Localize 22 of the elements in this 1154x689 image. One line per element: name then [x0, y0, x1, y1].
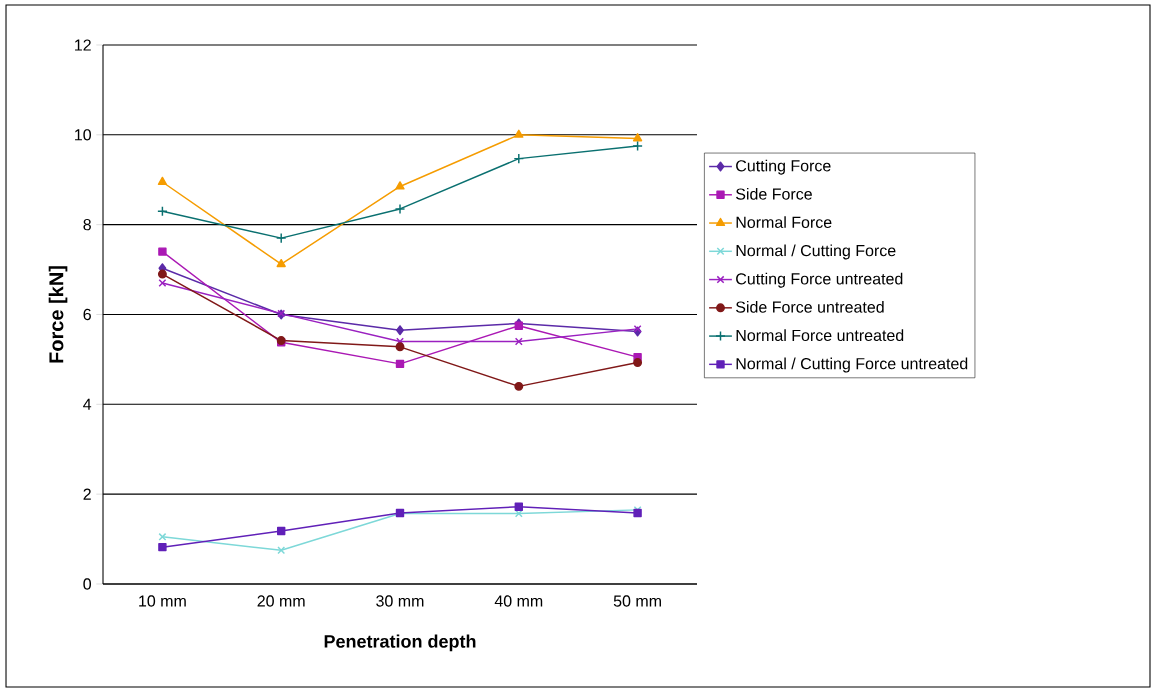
- legend-label: Normal Force: [736, 216, 832, 228]
- legend-label: Cutting Force: [736, 159, 831, 175]
- legend-label: Normal / Cutting Force: [736, 244, 896, 260]
- y-tick-label: 6: [83, 308, 91, 321]
- y-tick-label: 10: [75, 129, 92, 141]
- x-tick-label: 10 mm: [139, 595, 186, 607]
- y-tick-label: 12: [75, 39, 91, 51]
- y-axis-title: Force [kN]: [48, 266, 68, 363]
- y-tick-label: 8: [83, 219, 91, 231]
- x-tick-label: 30 mm: [376, 595, 424, 607]
- legend-label: Normal / Cutting Force untreated: [736, 357, 968, 373]
- x-tick-label: 40 mm: [494, 595, 543, 607]
- x-axis-title: Penetration depth: [324, 634, 476, 652]
- legend-label: Side Force: [736, 187, 812, 200]
- y-tick-label: 2: [83, 488, 91, 500]
- legend-label: Side Force untreated: [736, 301, 884, 313]
- legend-label: Normal Force untreated: [736, 329, 904, 342]
- x-tick-label: 50 mm: [613, 595, 661, 607]
- x-tick-label: 20 mm: [257, 595, 305, 607]
- y-tick-label: 0: [83, 578, 92, 590]
- legend-label: Cutting Force untreated: [736, 272, 903, 288]
- y-tick-label: 4: [83, 398, 92, 410]
